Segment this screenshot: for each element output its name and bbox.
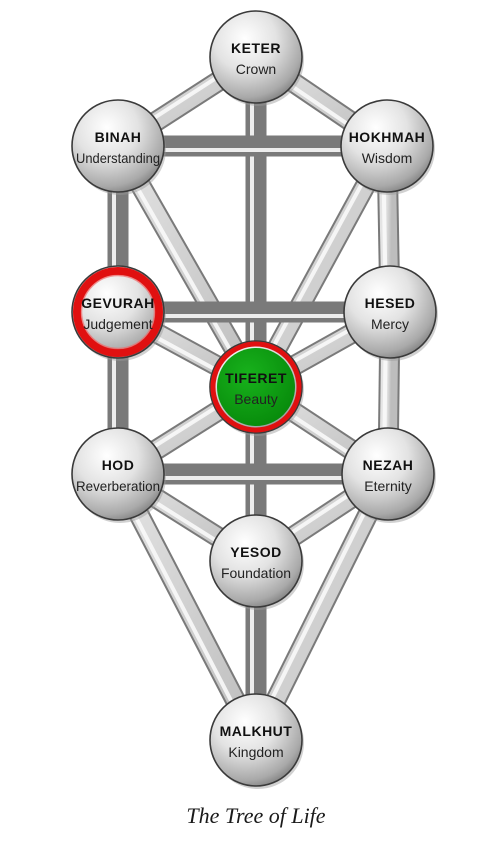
sephirah-gevurah: GEVURAH Judgement	[71, 265, 166, 361]
sephirah-yesod: YESOD Foundation	[209, 514, 304, 610]
path-bar-highlight	[250, 471, 387, 740]
sphere	[71, 427, 165, 521]
path-bar-highlight	[112, 474, 255, 743]
sephirah-name: NEZAH	[363, 457, 414, 473]
sephirah-meaning: Understanding	[76, 150, 160, 166]
sephirah-name: YESOD	[230, 544, 282, 560]
highlight-ring-inner	[80, 274, 156, 350]
sephirah-name: TIFERET	[225, 370, 287, 386]
diagram-caption: The Tree of Life	[186, 803, 325, 828]
sephirah-meaning: Judgement	[83, 316, 152, 332]
sephirah-binah: BINAH Understanding	[71, 99, 166, 195]
path-nezah-malkhut	[246, 469, 398, 745]
sphere	[71, 99, 165, 193]
highlight-fill	[217, 348, 295, 426]
sephirah-name: HOKHMAH	[349, 129, 426, 145]
sphere	[209, 10, 303, 104]
sphere	[209, 514, 303, 608]
sephirah-name: BINAH	[95, 129, 142, 145]
highlight-ring	[210, 341, 302, 433]
path-bar	[110, 470, 264, 744]
sephirah-name: HOD	[102, 457, 135, 473]
sephirah-name: KETER	[231, 40, 281, 56]
path-keter-tiferet	[245, 57, 267, 387]
sephirah-meaning: Reverberation	[76, 478, 160, 494]
nodes-layer: KETER Crown BINAH Understanding HOKHMAH Wisdo…	[71, 10, 438, 789]
sephirah-meaning: Kingdom	[228, 744, 283, 760]
sephirah-nezah: NEZAH Eternity	[341, 427, 436, 523]
sephirah-hokhmah: HOKHMAH Wisdom	[340, 99, 435, 195]
path-hod-malkhut	[108, 469, 266, 745]
sephirah-name: HESED	[365, 295, 416, 311]
sephirah-meaning: Foundation	[221, 565, 291, 581]
sephirah-name: GEVURAH	[81, 295, 155, 311]
sephirah-meaning: Mercy	[371, 316, 409, 332]
sphere	[71, 265, 165, 359]
sephirah-meaning: Eternity	[364, 478, 411, 494]
sephirah-keter: KETER Crown	[209, 10, 304, 106]
highlight-ring	[73, 267, 163, 357]
sephirah-tiferet: TIFERET Beauty	[209, 340, 304, 436]
sphere	[343, 265, 437, 359]
sphere	[341, 427, 435, 521]
sephirah-name: MALKHUT	[220, 723, 293, 739]
sephirah-meaning: Wisdom	[362, 150, 413, 166]
sphere	[209, 693, 303, 787]
path-bar	[248, 470, 396, 744]
sephirah-meaning: Crown	[236, 61, 276, 77]
sephirah-malkhut: MALKHUT Kingdom	[209, 693, 304, 789]
sphere	[340, 99, 434, 193]
sephirah-meaning: Beauty	[234, 391, 278, 407]
sephirah-hod: HOD Reverberation	[71, 427, 166, 523]
sephirah-hesed: HESED Mercy	[343, 265, 438, 361]
